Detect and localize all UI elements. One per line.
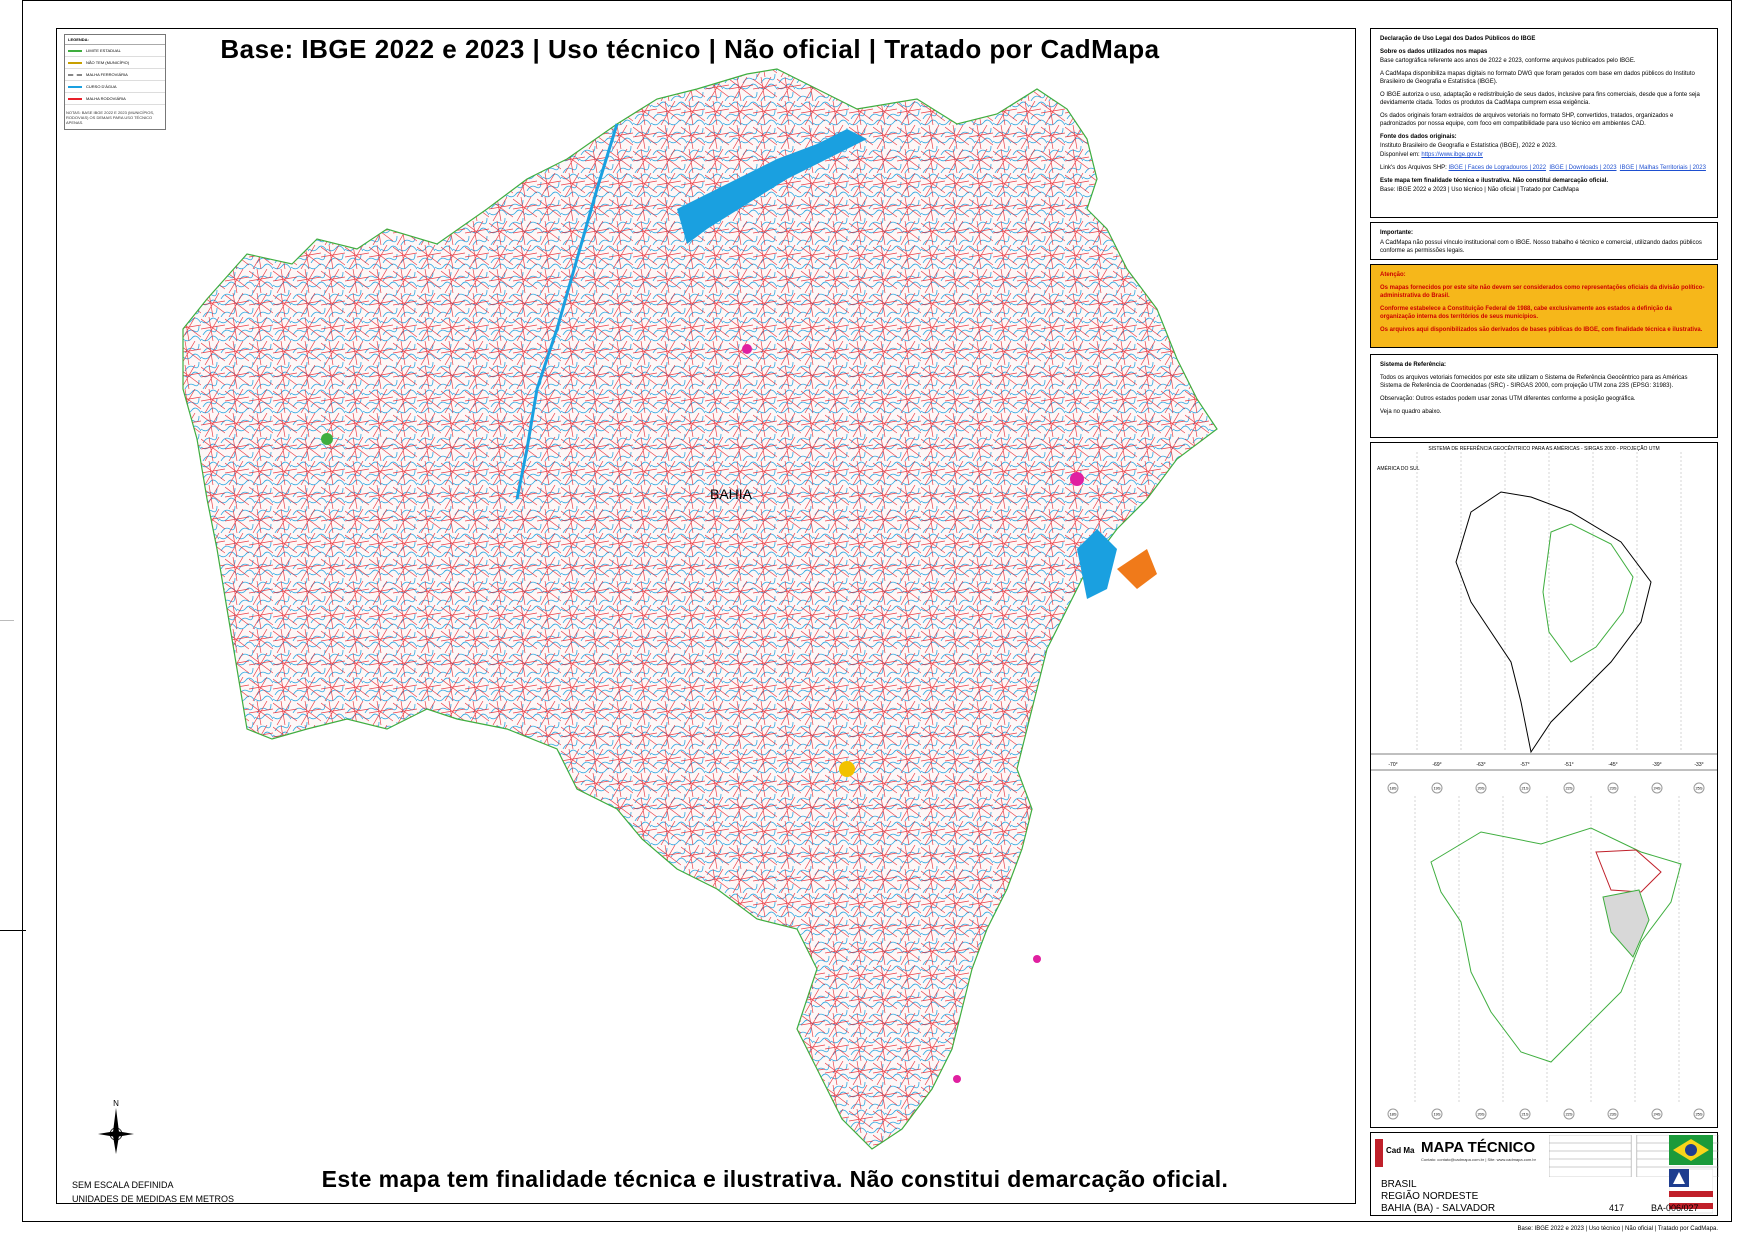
legend-item: LIMITE ESTADUAL (65, 45, 165, 57)
scale-note: SEM ESCALA DEFINIDA UNIDADES DE MEDIDAS … (72, 1180, 235, 1204)
sheet-number: 417 (1609, 1203, 1625, 1213)
meridian-label: -63° (1476, 762, 1485, 768)
minimap-header: SISTEMA DE REFERÊNCIA GEOCÊNTRICO PARA A… (1428, 446, 1660, 452)
brand-text: Cad Mapa (1386, 1146, 1415, 1155)
legend-item: MALHA RODOVIÁRIA (65, 93, 165, 105)
urban-area (1033, 955, 1041, 963)
ibge-link[interactable]: https://www.ibge.gov.br (1421, 152, 1483, 158)
bahia-highlight (1602, 889, 1650, 958)
shp-link-1[interactable]: IBGE | Faces de Logradouros | 2022 (1448, 165, 1547, 171)
zone-label: 25S (1695, 786, 1702, 791)
legend: LEGENDA: LIMITE ESTADUAL NÃO TEM (MUNICÍ… (64, 34, 166, 130)
meridian-label: -39° (1652, 762, 1661, 768)
brazil-states-outline (1430, 827, 1682, 1063)
sheet-code: BA-006/027 (1651, 1203, 1699, 1213)
map-frame (56, 28, 1356, 1204)
zone-label: 18S (1389, 786, 1396, 791)
urban-area (953, 1075, 961, 1083)
fold-mark (0, 930, 26, 931)
map-title: Base: IBGE 2022 e 2023 | Uso técnico | N… (220, 34, 1160, 64)
meridian-label: -57° (1520, 762, 1529, 768)
zone-label: 22S (1565, 786, 1572, 791)
green-area (321, 433, 333, 445)
region: REGIÃO NORDESTE (1381, 1191, 1479, 1202)
legend-title: LEGENDA: (65, 35, 165, 45)
todos-os-santos-bay (1077, 529, 1117, 599)
meridian-label: -69° (1432, 762, 1441, 768)
zone-label: 25S (1695, 1112, 1702, 1117)
zone-label: 21S (1521, 1112, 1528, 1117)
utm-minimaps: AMÉRICA DO SUL -70° -69° -63° -57° -51° … (1371, 452, 1717, 1120)
water-swatch (68, 85, 82, 88)
fold-mark (0, 620, 14, 621)
minimap-label: AMÉRICA DO SUL (1377, 465, 1420, 472)
zone-label: 23S (1609, 1112, 1616, 1117)
border-swatch (68, 49, 82, 52)
bahia-map[interactable] (57, 29, 1355, 1203)
sobradinho-reservoir (677, 129, 867, 244)
disclaimer-title: Este mapa tem finalidade técnica e ilust… (321, 1166, 1229, 1192)
legend-item: NÃO TEM (MUNICÍPIO) (65, 57, 165, 69)
zone-label: 19S (1433, 786, 1440, 791)
minimap-frame (1370, 442, 1718, 1128)
contact-line: Contato: contato@cadmapa.com.br | Site: … (1421, 1157, 1536, 1162)
meridian-label: -45° (1608, 762, 1617, 768)
compass-rose-icon: N (98, 1099, 134, 1154)
brazil-outline (1542, 523, 1634, 663)
shp-link-3[interactable]: IBGE | Malhas Territoriais | 2023 (1619, 165, 1706, 171)
state-label: BAHIA (710, 486, 753, 502)
sao-francisco-river (515, 123, 619, 500)
state-city: BAHIA (BA) - SALVADOR (1381, 1203, 1496, 1214)
shp-link-2[interactable]: IBGE | Downloads | 2023 (1549, 165, 1617, 171)
urban-area (742, 344, 752, 354)
zone-label: 24S (1653, 1112, 1660, 1117)
zone-label: 24S (1653, 786, 1660, 791)
location-block: BRASIL REGIÃO NORDESTE BAHIA (BA) - SALV… (1381, 1179, 1495, 1215)
sheet-title: MAPA TÉCNICO (1421, 1139, 1536, 1156)
zone-label: 21S (1521, 786, 1528, 791)
salvador-urban (1117, 549, 1157, 589)
zone-label: 19S (1433, 1112, 1440, 1117)
meridian-label: -51° (1564, 762, 1573, 768)
legend-item: CURSO D'ÁGUA (65, 81, 165, 93)
flags (1669, 1135, 1713, 1214)
zone-label: 22S (1565, 1112, 1572, 1117)
cadmapa-logo: Cad Mapa (1375, 1139, 1415, 1167)
legend-note: NOTAS: BASE IBGE 2022 E 2023 (MUNICÍPIOS… (66, 110, 155, 125)
declaration-title: Declaração de Uso Legal dos Dados Públic… (1380, 36, 1536, 42)
about-title: Sobre os dados utilizados nos mapas (1380, 49, 1488, 55)
reference-box: Sistema de Referência: Todos os arquivos… (1370, 354, 1718, 438)
road-swatch (68, 97, 82, 100)
attention-box: Atenção: Os mapas fornecidos por este si… (1370, 264, 1718, 348)
south-america-outline (1455, 491, 1652, 754)
zone-label: 20S (1477, 786, 1484, 791)
footer-note: Base: IBGE 2022 e 2023 | Uso técnico | N… (1517, 1226, 1718, 1232)
urban-area (1070, 472, 1084, 486)
declaration-box: Declaração de Uso Legal dos Dados Públic… (1370, 28, 1718, 218)
zone-label: 18S (1389, 1112, 1396, 1117)
nordeste-outline (1595, 849, 1662, 893)
meridian-label: -33° (1694, 762, 1703, 768)
zone-label: 20S (1477, 1112, 1484, 1117)
country: BRASIL (1381, 1179, 1417, 1190)
important-box: Importante: A CadMapa não possui vínculo… (1370, 222, 1718, 260)
legend-item: MALHA FERROVIÁRIA (65, 69, 165, 81)
sheet-frame (22, 0, 1732, 1222)
railway-swatch (68, 73, 82, 76)
municipality-swatch (68, 61, 82, 64)
title-block: Cad Mapa MAPA TÉCNICO Contato: contato@c… (1370, 1132, 1719, 1216)
zone-label: 23S (1609, 786, 1616, 791)
meridian-label: -70° (1388, 762, 1397, 768)
urban-area (839, 761, 855, 777)
north-label: N (113, 1099, 119, 1108)
